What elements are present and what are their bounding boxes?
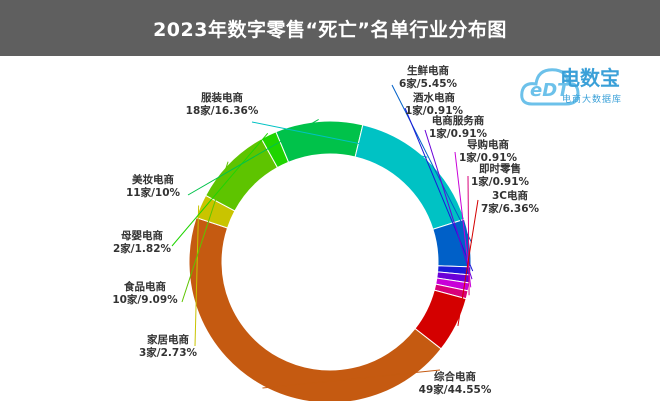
leader-line-3 xyxy=(171,132,269,247)
slice-label-value-4: 11家/10% xyxy=(126,186,181,199)
logo-cloud-icon xyxy=(520,68,580,106)
slice-label-value-2: 10家/9.09% xyxy=(112,293,178,306)
slice-label-name-11: 3C电商 xyxy=(492,189,529,202)
slice-0 xyxy=(188,216,442,401)
leader-line-5 xyxy=(251,121,428,158)
donut-slices xyxy=(188,120,472,401)
slice-5 xyxy=(354,124,466,230)
slice-11 xyxy=(414,289,467,350)
slice-label-name-10: 即时零售 xyxy=(479,162,521,175)
chart-title: 2023年数字零售“死亡”名单行业分布图 xyxy=(153,18,507,41)
logo-subtitle: 电商大数据库 xyxy=(562,95,623,105)
slice-label-value-7: 1家/0.91% xyxy=(405,104,464,117)
leader-line-7 xyxy=(404,107,474,272)
leader-line-0 xyxy=(262,369,441,389)
slice-label-name-5: 服装电商 xyxy=(201,91,243,104)
slice-label-name-7: 酒水电商 xyxy=(413,91,455,104)
leader-line-11 xyxy=(457,199,479,326)
slice-label-name-1: 家居电商 xyxy=(147,333,189,346)
slice-label-name-9: 导购电商 xyxy=(467,138,509,151)
leader-line-10 xyxy=(467,175,470,296)
slice-label-value-6: 6家/5.45% xyxy=(399,77,458,90)
slice-label-name-3: 母婴电商 xyxy=(121,229,163,242)
title-bar: 2023年数字零售“死亡”名单行业分布图 xyxy=(0,0,660,56)
slice-label-name-0: 综合电商 xyxy=(434,370,476,383)
leader-line-1 xyxy=(194,205,200,347)
leader-line-2 xyxy=(181,161,229,303)
slice-label-value-9: 1家/0.91% xyxy=(459,151,518,164)
leader-line-6 xyxy=(391,84,473,243)
slice-label-name-2: 食品电商 xyxy=(123,280,166,293)
slice-label-value-3: 2家/1.82% xyxy=(113,242,172,255)
slice-label-name-8: 电商服务商 xyxy=(432,114,485,127)
leader-lines xyxy=(171,84,479,389)
slice-label-value-1: 3家/2.73% xyxy=(139,346,198,359)
slice-label-name-6: 生鲜电商 xyxy=(407,64,449,77)
leader-line-4 xyxy=(187,119,319,196)
slice-label-value-10: 1家/0.91% xyxy=(471,175,530,188)
slice-label-value-0: 49家/44.55% xyxy=(419,383,492,396)
slice-label-value-11: 7家/6.36% xyxy=(481,202,540,215)
logo-mark: eDT xyxy=(530,80,570,101)
slice-label-name-4: 美妆电商 xyxy=(132,173,174,186)
logo-name: 电数宝 xyxy=(560,66,620,90)
leader-line-8 xyxy=(424,129,473,280)
slice-label-value-8: 1家/0.91% xyxy=(429,127,488,140)
slice-label-value-5: 18家/16.36% xyxy=(186,104,259,117)
